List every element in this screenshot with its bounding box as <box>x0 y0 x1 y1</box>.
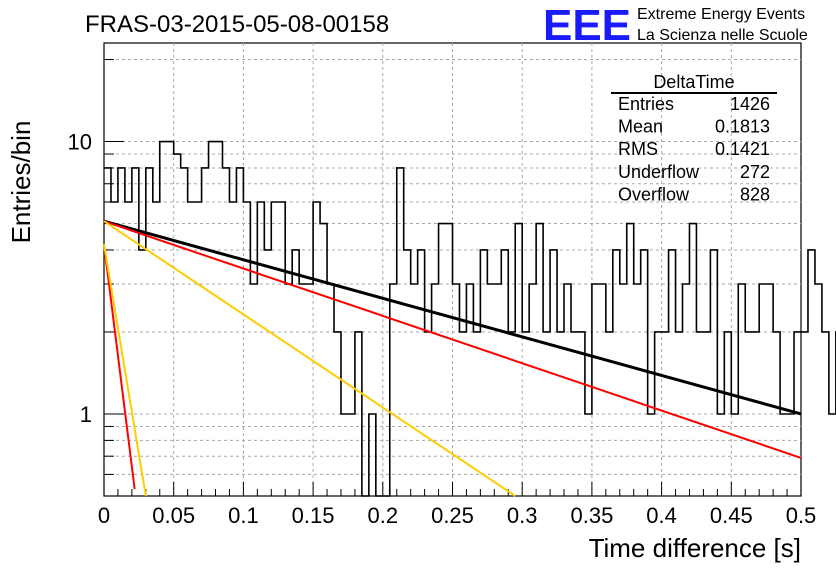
stats-value: 828 <box>740 184 770 204</box>
stats-value: 0.1813 <box>715 117 770 137</box>
x-tick-label: 0.3 <box>507 503 538 528</box>
fit-line-4 <box>103 220 516 497</box>
x-tick-label: 0.45 <box>710 503 753 528</box>
stats-rows: Entries 1426 Mean 0.1813 RMS 0.1421 Underflow 2… <box>618 94 770 204</box>
eee-logo-line1: Extreme Energy Events <box>637 6 805 23</box>
x-tick-label: 0.05 <box>152 503 195 528</box>
stats-label: Entries <box>618 94 674 114</box>
x-tick-label: 0.15 <box>292 503 335 528</box>
y-axis-label: Entries/bin <box>6 121 36 244</box>
eee-logo: EEE Extreme Energy Events La Scienza nel… <box>543 1 808 50</box>
fit-line-5 <box>103 244 147 497</box>
stats-title: DeltaTime <box>653 72 734 92</box>
histogram <box>104 140 836 497</box>
chart-title: FRAS-03-2015-05-08-00158 <box>85 11 389 38</box>
stats-value: 272 <box>740 162 770 182</box>
x-tick-label: 0.35 <box>570 503 613 528</box>
fit-line-3 <box>103 244 136 490</box>
x-tick-label: 0.4 <box>646 503 677 528</box>
histogram-outline <box>104 140 836 497</box>
stats-value: 0.1421 <box>715 139 770 159</box>
y-tick-label: 1 <box>80 402 92 427</box>
stats-label: Overflow <box>618 184 690 204</box>
stats-label: Mean <box>618 117 663 137</box>
x-tick-label: 0.2 <box>368 503 399 528</box>
x-axis-label: Time difference [s] <box>589 533 801 563</box>
stats-label: Underflow <box>618 162 700 182</box>
x-tick-label: 0.1 <box>228 503 259 528</box>
axes: 0 0.05 0.1 0.15 0.2 0.25 0.3 0.35 0.4 0.45 0.5 1 10 <box>68 59 817 528</box>
fit-lines <box>103 219 802 497</box>
x-tick-label: 0.25 <box>431 503 474 528</box>
stats-box: DeltaTime Entries 1426 Mean 0.1813 RMS 0.1421… <box>611 72 777 204</box>
y-tick-label: 10 <box>68 130 92 155</box>
x-tick-label: 0 <box>98 503 110 528</box>
stats-value: 1426 <box>730 94 770 114</box>
eee-logo-line2: La Scienza nelle Scuole <box>637 27 808 44</box>
eee-logo-mark: EEE <box>543 1 631 50</box>
stats-label: RMS <box>618 139 658 159</box>
fit-line-2 <box>103 220 802 459</box>
fit-line-1 <box>103 219 802 416</box>
x-tick-label: 0.5 <box>786 503 817 528</box>
